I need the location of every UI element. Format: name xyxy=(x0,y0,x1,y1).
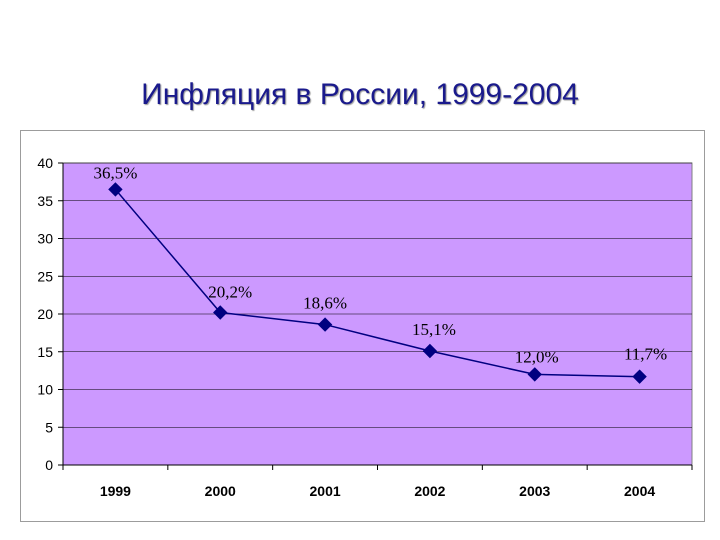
data-point-marker xyxy=(213,305,228,320)
data-point-marker xyxy=(108,182,123,197)
y-tick-label: 40 xyxy=(37,155,53,171)
data-label: 11,7% xyxy=(624,345,667,364)
data-point-marker xyxy=(632,369,647,384)
data-point-marker xyxy=(317,317,333,332)
data-label: 20,2% xyxy=(208,282,252,301)
y-tick-label: 30 xyxy=(37,231,53,247)
grid-lines xyxy=(63,162,692,428)
x-tick-label: 2003 xyxy=(519,483,550,499)
x-tick-label: 1999 xyxy=(100,483,131,499)
x-tick-label: 2000 xyxy=(205,483,236,499)
x-tick-label: 2004 xyxy=(624,483,655,499)
data-point-marker xyxy=(422,343,438,359)
x-tick-label: 2001 xyxy=(310,483,341,499)
x-tick-label: 2002 xyxy=(414,483,445,499)
y-tick-label: 15 xyxy=(37,344,53,360)
data-label: 18,6% xyxy=(303,294,347,313)
data-label: 12,0% xyxy=(515,347,559,366)
y-tick-label: 20 xyxy=(37,306,53,322)
y-tick-label: 10 xyxy=(37,382,53,398)
y-tick-label: 25 xyxy=(37,268,53,284)
series-markers xyxy=(108,182,647,384)
y-axis-ticks: 0 5 10 15 20 25 30 35 40 xyxy=(37,155,53,473)
data-label: 15,1% xyxy=(412,320,456,339)
data-label: 36,5% xyxy=(93,163,137,182)
axes xyxy=(58,162,693,470)
series-line xyxy=(114,188,640,378)
data-point-marker xyxy=(527,367,542,382)
page-title: Инфляция в России, 1999-2004 xyxy=(141,78,579,111)
y-tick-label: 0 xyxy=(45,457,53,473)
y-tick-label: 35 xyxy=(37,193,53,209)
y-tick-label: 5 xyxy=(45,419,53,435)
data-labels: 36,5% 20,2% 18,6% 15,1% 12,0% 11,7% xyxy=(93,163,667,366)
x-axis-ticks: 1999 2000 2001 2002 2003 2004 xyxy=(100,483,656,499)
